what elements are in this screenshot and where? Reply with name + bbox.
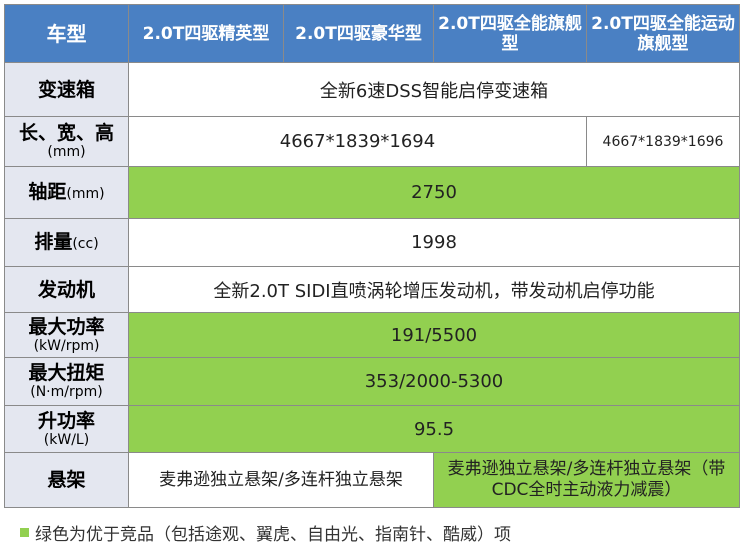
value-wheelbase: 2750 [128, 166, 740, 219]
header-elite: 2.0T四驱精英型 [128, 4, 284, 63]
green-legend-square-icon [20, 528, 29, 537]
row-max-torque: 最大扭矩 (N·m/rpm) 353/2000-5300 [4, 357, 740, 406]
label-suspension: 悬架 [4, 452, 129, 508]
value-displacement: 1998 [128, 218, 740, 267]
header-flagship: 2.0T四驱全能旗舰型 [433, 4, 587, 63]
label-max-power-unit: (kW/rpm) [33, 337, 100, 354]
label-wheelbase: 轴距(mm) [4, 166, 129, 219]
value-specific-power: 95.5 [128, 405, 740, 453]
label-max-torque-main: 最大扭矩 [28, 362, 105, 384]
footnote-text: 绿色为优于竞品（包括途观、翼虎、自由光、指南针、酷威）项 [35, 525, 511, 545]
label-specific-power-unit: (kW/L) [43, 431, 90, 448]
label-displacement-unit: (cc) [72, 235, 99, 252]
label-dimensions-unit: (mm) [47, 144, 86, 160]
label-max-power: 最大功率 (kW/rpm) [4, 312, 129, 358]
label-max-torque-unit: (N·m/rpm) [30, 384, 103, 400]
label-specific-power: 升功率 (kW/L) [4, 405, 129, 453]
row-engine: 发动机 全新2.0T SIDI直喷涡轮增压发动机，带发动机启停功能 [4, 266, 740, 313]
header-sport-flagship: 2.0T四驱全能运动旗舰型 [586, 4, 740, 63]
value-suspension-cdc: 麦弗逊独立悬架/多连杆独立悬架（带CDC全时主动液力减震） [433, 452, 740, 508]
label-engine: 发动机 [4, 266, 129, 313]
spec-table: 车型 2.0T四驱精英型 2.0T四驱豪华型 2.0T四驱全能旗舰型 2.0T四… [4, 4, 740, 508]
value-suspension-standard: 麦弗逊独立悬架/多连杆独立悬架 [128, 452, 434, 508]
row-suspension: 悬架 麦弗逊独立悬架/多连杆独立悬架 麦弗逊独立悬架/多连杆独立悬架（带CDC全… [4, 452, 740, 508]
label-max-torque: 最大扭矩 (N·m/rpm) [4, 357, 129, 406]
row-transmission: 变速箱 全新6速DSS智能启停变速箱 [4, 62, 740, 117]
label-wheelbase-unit: (mm) [66, 185, 105, 202]
label-transmission: 变速箱 [4, 62, 129, 117]
header-row: 车型 2.0T四驱精英型 2.0T四驱豪华型 2.0T四驱全能旗舰型 2.0T四… [4, 4, 740, 63]
row-displacement: 排量(cc) 1998 [4, 218, 740, 267]
label-dimensions-main: 长、宽、高 [18, 122, 114, 144]
value-dimensions: 4667*1839*1694 [128, 116, 587, 167]
row-dimensions: 长、宽、高 (mm) 4667*1839*1694 4667*1839*1696 [4, 116, 740, 167]
row-max-power: 最大功率 (kW/rpm) 191/5500 [4, 312, 740, 358]
footnote: 绿色为优于竞品（包括途观、翼虎、自由光、指南针、酷威）项 [20, 520, 511, 545]
header-model: 车型 [4, 4, 129, 63]
header-luxury: 2.0T四驱豪华型 [283, 4, 434, 63]
label-displacement: 排量(cc) [4, 218, 129, 267]
value-max-torque: 353/2000-5300 [128, 357, 740, 406]
value-engine: 全新2.0T SIDI直喷涡轮增压发动机，带发动机启停功能 [128, 266, 740, 313]
row-wheelbase: 轴距(mm) 2750 [4, 166, 740, 219]
label-specific-power-main: 升功率 [37, 409, 95, 432]
value-max-power: 191/5500 [128, 312, 740, 358]
label-dimensions: 长、宽、高 (mm) [4, 116, 129, 167]
label-max-power-main: 最大功率 [28, 315, 105, 338]
value-dimensions-sport: 4667*1839*1696 [586, 116, 740, 167]
label-displacement-main: 排量 [34, 230, 73, 253]
row-specific-power: 升功率 (kW/L) 95.5 [4, 405, 740, 453]
value-transmission: 全新6速DSS智能启停变速箱 [128, 62, 740, 117]
label-wheelbase-main: 轴距 [28, 180, 67, 203]
